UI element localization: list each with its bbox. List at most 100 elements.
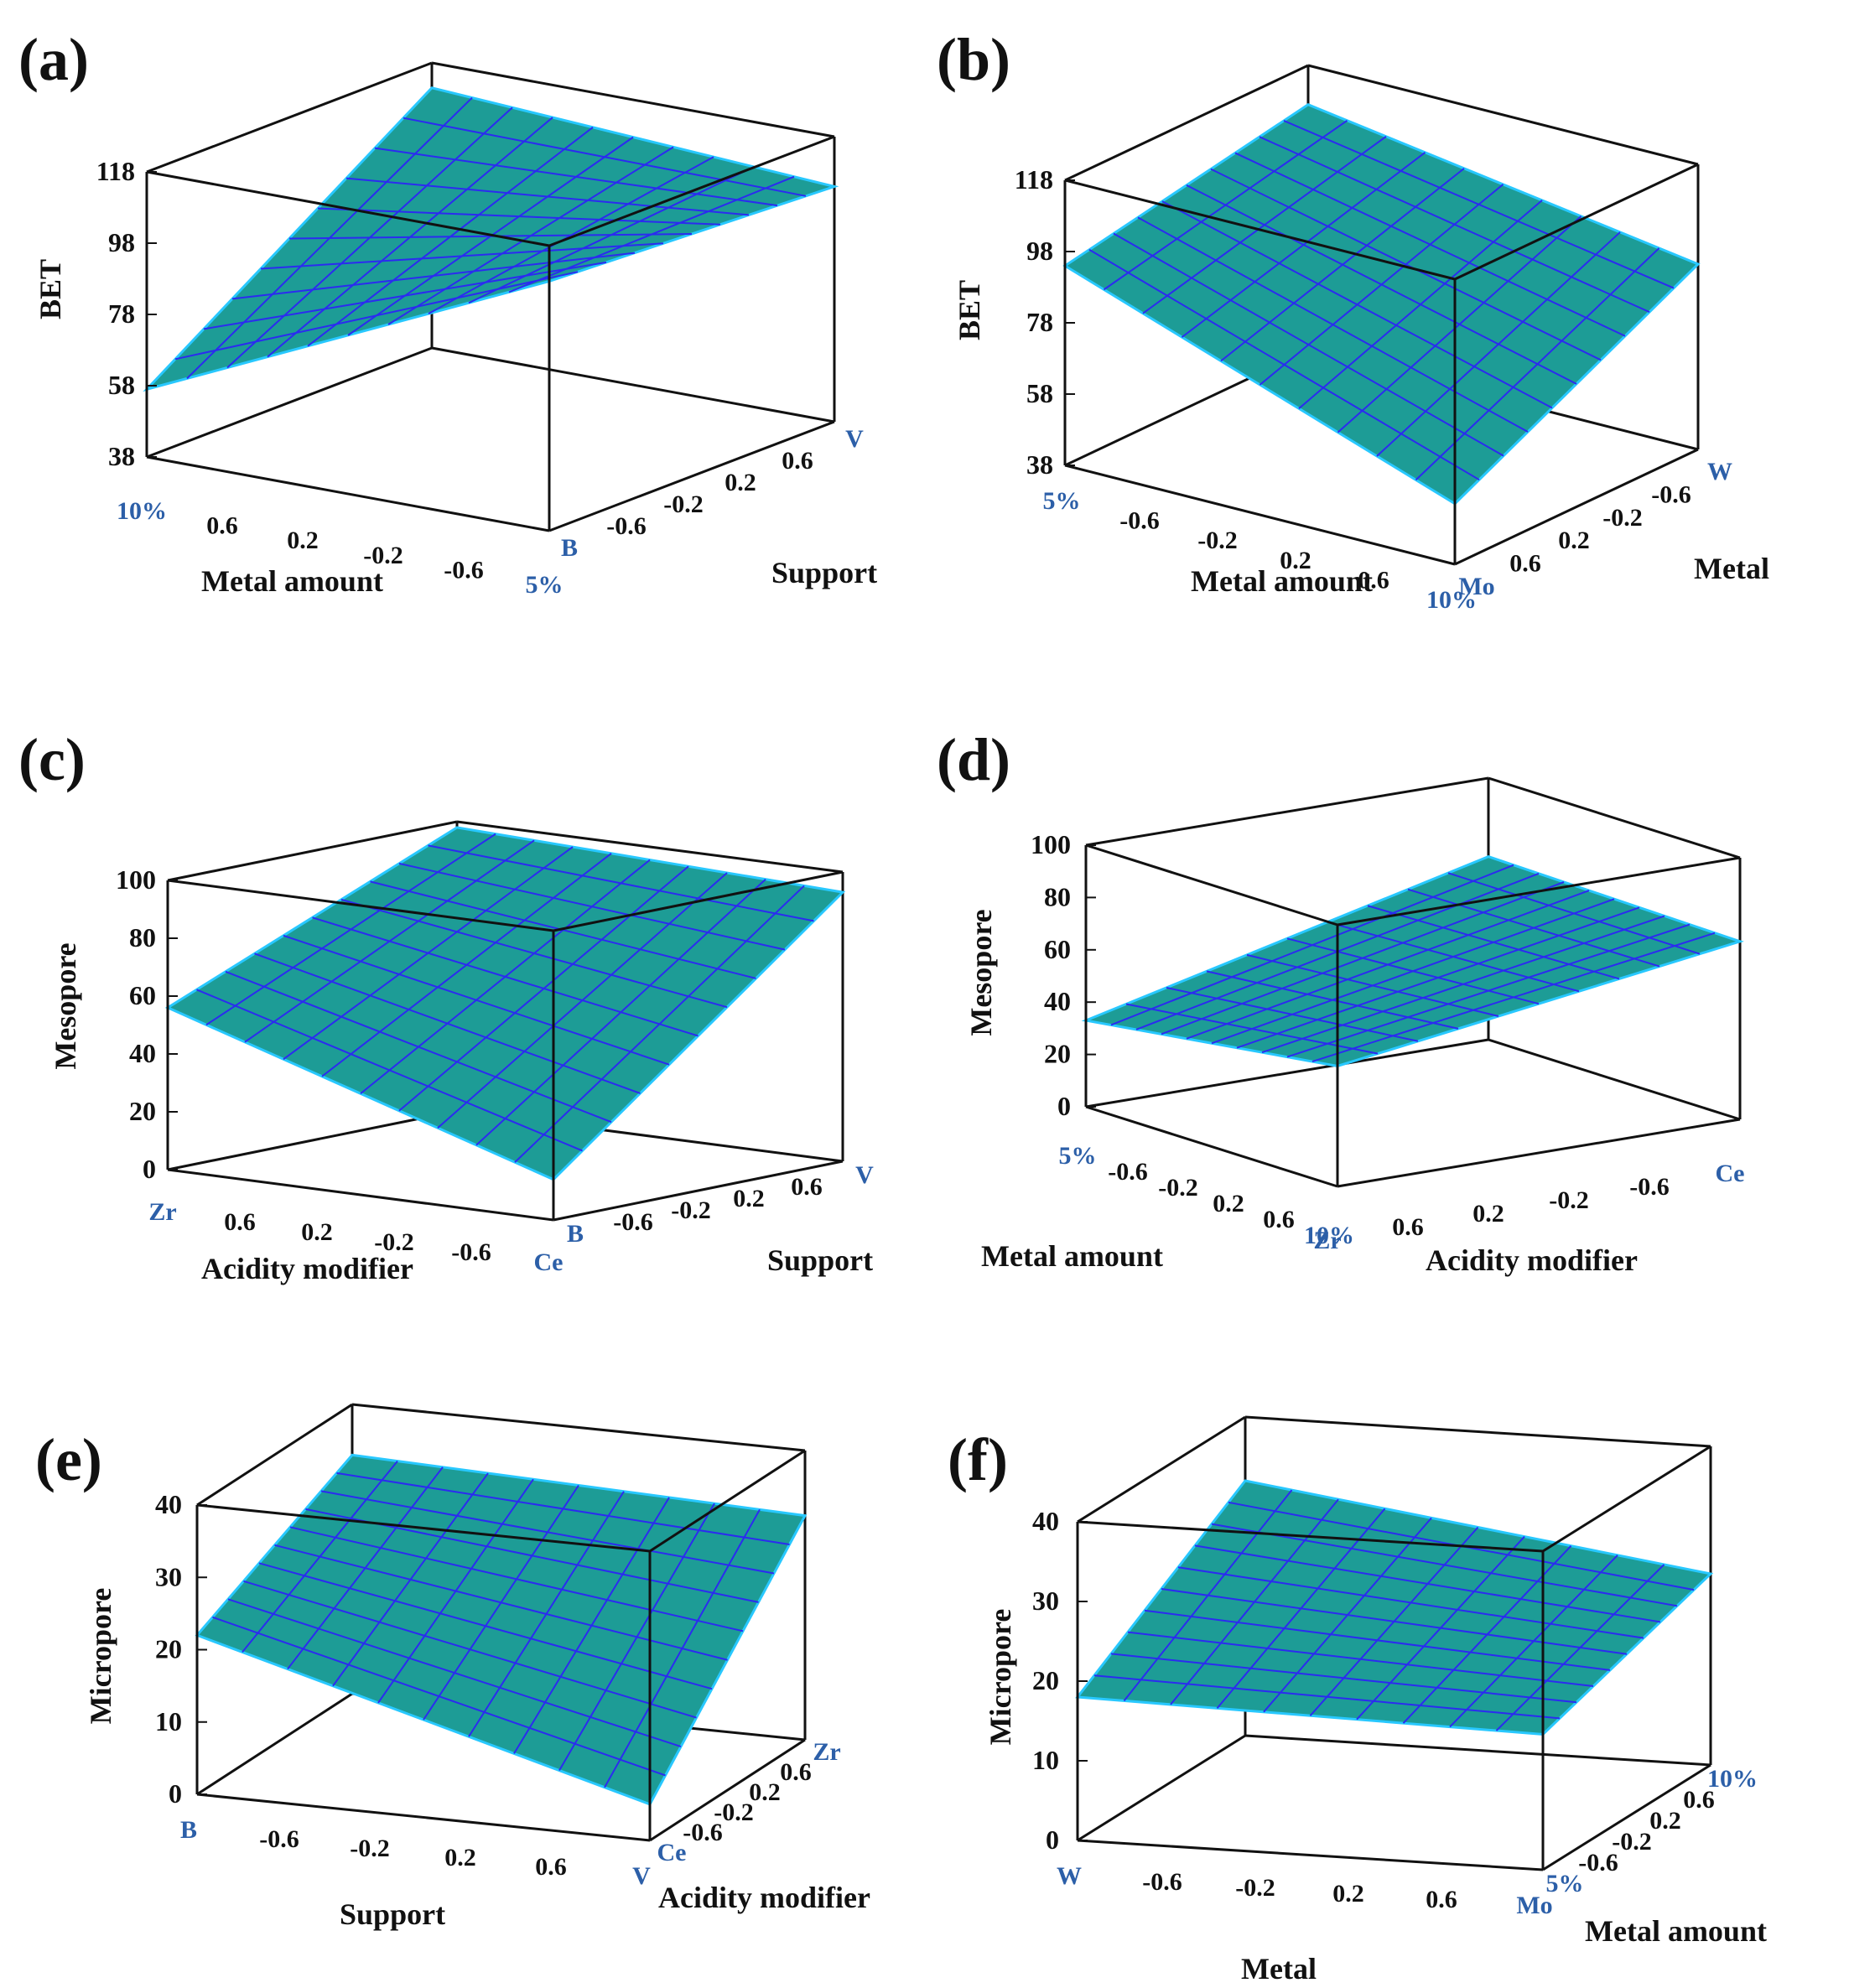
frame-back-bottom	[1488, 1038, 1741, 1121]
y-tick-label: 0.2	[1558, 527, 1590, 554]
surface-grid-line	[289, 1526, 744, 1632]
y-tick-label: -0.2	[1602, 504, 1643, 532]
panel-d: (d) 100 80 60 40 20 0 5% -0.6 -0.2 0.2 0.6 10%Zr 0.6 0…	[937, 726, 1744, 1277]
z-tick-label: 78	[108, 298, 135, 329]
frame-right-top	[1542, 1445, 1711, 1553]
frame-right-bottom	[649, 1738, 806, 1842]
z-tick-label: 98	[1026, 236, 1053, 266]
surface-grid-line	[1376, 231, 1621, 457]
y-tick-label: -0.6	[613, 1208, 653, 1236]
y-tick-label: -0.6	[606, 512, 647, 540]
y-axis-title: Acidity modifier	[1426, 1243, 1638, 1277]
y-axis-title: Metal	[1694, 552, 1769, 585]
panels: (a)1189878583810%0.60.2-0.2-0.65%B-0.6-0…	[18, 26, 1769, 1985]
frame-back-bottom	[431, 346, 835, 423]
surface	[1062, 103, 1701, 506]
y-tick-label: 0.6	[1392, 1213, 1424, 1241]
x-axis-title: Acidity modifier	[201, 1252, 413, 1285]
y-tick-label: -0.2	[1612, 1828, 1652, 1856]
x-tick-label: 0.2	[1213, 1190, 1244, 1217]
surface-grid-line	[398, 862, 786, 951]
y-tick-label: 0.6	[780, 1758, 812, 1786]
surface-grid-line	[1286, 923, 1691, 1058]
surface-grid-line	[1261, 915, 1665, 1054]
frame-right-bottom	[1454, 448, 1699, 566]
surface-grid-line	[1407, 888, 1660, 968]
z-tick-label: 10	[155, 1706, 182, 1736]
z-tick-label: 58	[108, 370, 135, 400]
frame-front-top	[1085, 843, 1338, 927]
z-tick-label: 38	[108, 441, 135, 471]
frame-front-top	[167, 879, 554, 932]
z-tick-label: 80	[129, 922, 156, 952]
z-tick-label: 40	[155, 1489, 182, 1519]
surface-grid-line	[1415, 247, 1660, 481]
x-tick-label: Mo	[1516, 1892, 1552, 1919]
surface-grid-line	[340, 898, 728, 1009]
surface-grid-line	[312, 916, 699, 1037]
panel-label: (c)	[18, 726, 86, 793]
x-axis-title: Metal amount	[981, 1239, 1163, 1273]
frame-front-bottom	[1077, 1839, 1544, 1871]
z-tick-label: 20	[155, 1634, 182, 1664]
surface-grid-line	[387, 146, 674, 325]
x-tick-label: 10%	[1426, 586, 1477, 614]
frame-left-bottom	[146, 346, 433, 459]
z-axis-title: BET	[953, 280, 986, 340]
x-tick-label: 5%	[1059, 1142, 1097, 1170]
panel-label: (b)	[937, 26, 1010, 93]
z-tick-label: 40	[1044, 986, 1071, 1016]
frame-front-bottom	[1085, 1105, 1338, 1188]
surface-grid-line	[1283, 120, 1675, 289]
z-tick-label: 100	[1031, 829, 1071, 859]
z-tick-label: 30	[155, 1561, 182, 1591]
frame-right-top	[1454, 163, 1699, 281]
surface	[143, 86, 839, 392]
frame-back-top	[431, 61, 835, 138]
y-tick-label: -0.2	[663, 491, 704, 518]
frame-left-top	[167, 820, 458, 882]
frame-left-bottom	[196, 1692, 353, 1796]
z-tick-label: 40	[129, 1038, 156, 1068]
surface-grid-line	[428, 844, 814, 922]
surface-patch	[1075, 1479, 1714, 1736]
z-tick-label: 20	[129, 1096, 156, 1126]
frame-left-bottom	[1085, 1038, 1489, 1108]
x-tick-label: 0.2	[444, 1844, 476, 1871]
frame-left-bottom	[1077, 1734, 1246, 1842]
surface-grid-line	[288, 233, 693, 240]
y-tick-label: -0.6	[1629, 1173, 1670, 1201]
frame-back-bottom	[1244, 1734, 1711, 1767]
surface-patch	[1062, 103, 1701, 506]
x-tick-label: 5%	[1043, 487, 1081, 515]
x-tick-label: 0.6	[224, 1208, 256, 1236]
z-tick-label: 78	[1026, 307, 1053, 337]
z-tick-label: 118	[1015, 164, 1053, 195]
y-tick-label: 5%	[1546, 1870, 1584, 1897]
surface-grid-line	[1234, 152, 1626, 337]
surface-grid-line	[1298, 200, 1543, 410]
surface-grid-line	[1286, 937, 1540, 1005]
x-tick-label: -0.2	[374, 1228, 414, 1256]
x-tick-label: B	[180, 1816, 197, 1844]
x-tick-label: 0.6	[1426, 1886, 1457, 1913]
surface-grid-line	[468, 166, 755, 304]
surface-grid-line	[1337, 215, 1582, 433]
frame-right-top	[553, 870, 844, 932]
y-axis-title: Acidity modifier	[658, 1881, 870, 1914]
frame-right-bottom	[553, 1160, 844, 1222]
frame-front-bottom	[1064, 464, 1456, 566]
z-axis-title: Mesopore	[964, 909, 998, 1036]
frame-front-bottom	[167, 1168, 554, 1222]
surface-grid-line	[274, 1544, 728, 1661]
y-tick-label: 0.6	[1509, 550, 1541, 578]
panel-label: (f)	[948, 1426, 1008, 1493]
z-tick-label: 20	[1032, 1665, 1059, 1695]
surface-grid-line	[1177, 1566, 1644, 1639]
z-tick-label: 38	[1026, 449, 1053, 480]
y-tick-label: V	[845, 425, 864, 453]
x-tick-label: 5%	[526, 571, 564, 599]
x-axis-title: Metal amount	[1191, 564, 1373, 598]
